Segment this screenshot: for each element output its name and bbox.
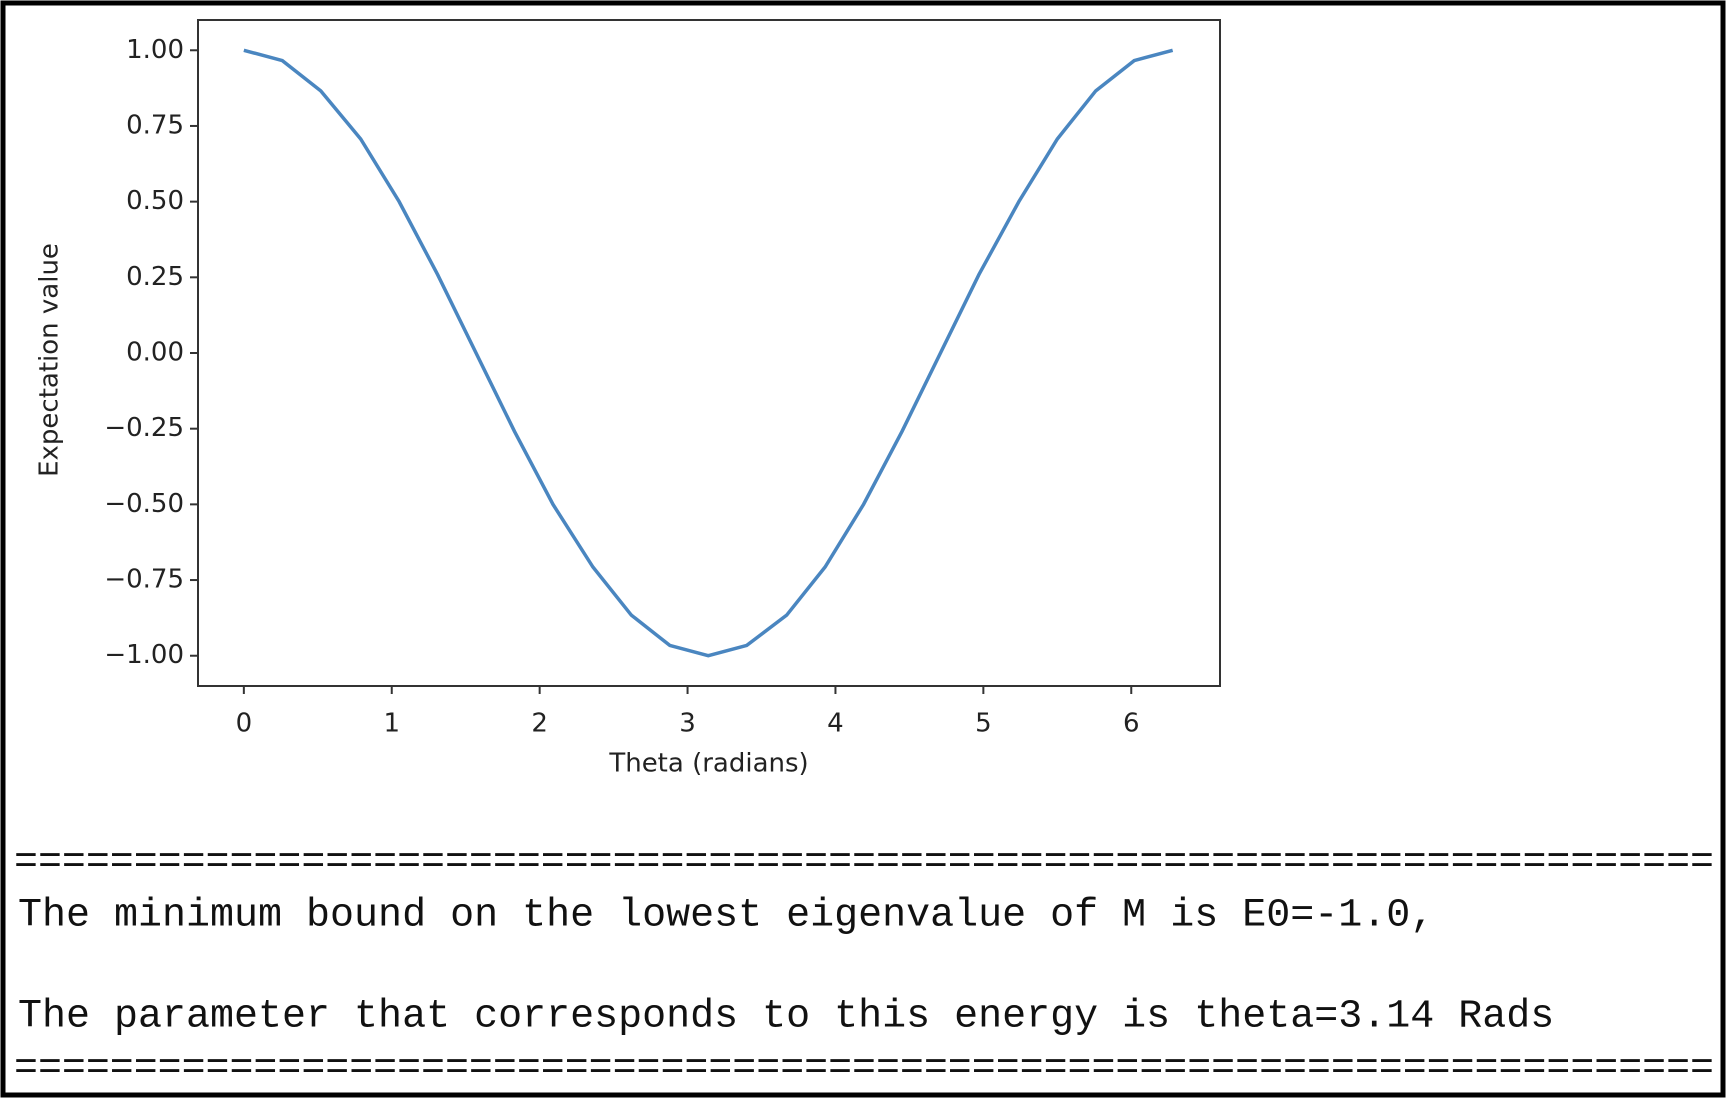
y-tick-label: 0.50 [126, 186, 184, 216]
y-tick-label: −0.75 [104, 565, 184, 595]
x-tick-label: 0 [236, 709, 253, 739]
chart: Theta (radians) Expectation value 1.00 0.… [35, 19, 1221, 779]
x-tick-label: 4 [827, 709, 844, 739]
y-tick-label: 0.75 [126, 110, 184, 140]
x-tick-label: 2 [531, 709, 548, 739]
separator: ========================================… [14, 1047, 1714, 1092]
output-line: The parameter that corresponds to this e… [18, 995, 1554, 1040]
x-tick-label: 6 [1123, 709, 1140, 739]
y-tick-label: −0.25 [104, 413, 184, 443]
x-axis-label: Theta (radians) [608, 749, 808, 779]
x-tick-label: 3 [679, 709, 696, 739]
y-tick-label: −0.50 [104, 489, 184, 519]
x-tick-label: 5 [975, 709, 992, 739]
x-tick-label: 1 [383, 709, 400, 739]
y-axis-label: Expectation value [35, 243, 65, 477]
y-tick-label: 1.00 [126, 35, 184, 65]
output-line: The minimum bound on the lowest eigenval… [18, 894, 1434, 939]
y-tick-label: 0.25 [126, 262, 184, 292]
y-tick-label: −1.00 [104, 640, 184, 670]
data-line [243, 48, 1174, 658]
separator: ========================================… [14, 841, 1714, 886]
y-tick-label: 0.00 [126, 338, 184, 368]
